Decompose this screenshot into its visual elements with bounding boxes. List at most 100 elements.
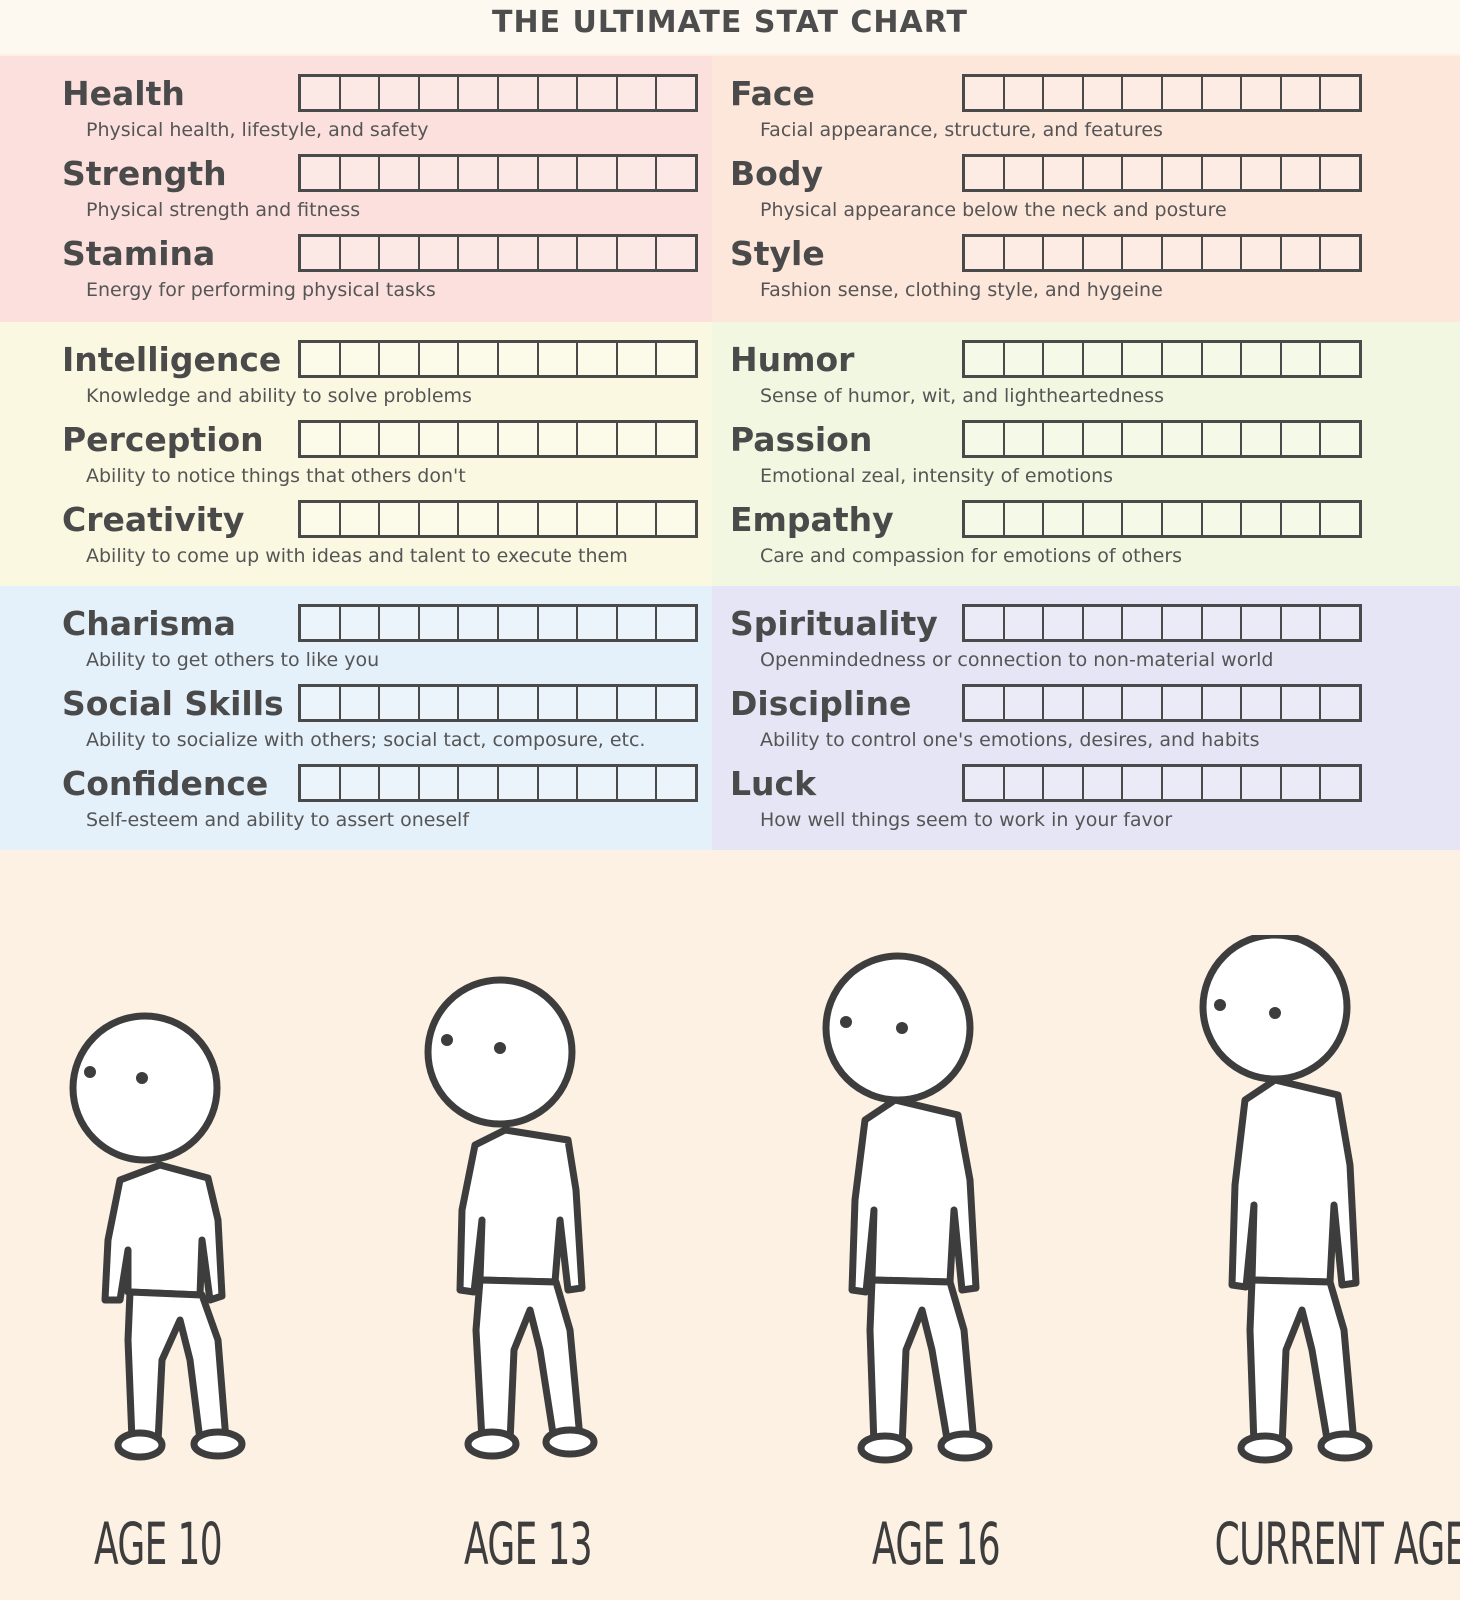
rating-box[interactable] xyxy=(1242,77,1282,109)
rating-box[interactable] xyxy=(1282,237,1322,269)
rating-box[interactable] xyxy=(1242,687,1282,719)
rating-box[interactable] xyxy=(499,687,539,719)
rating-box[interactable] xyxy=(1005,77,1045,109)
rating-box[interactable] xyxy=(1084,767,1124,799)
rating-box[interactable] xyxy=(539,503,579,535)
rating-box[interactable] xyxy=(1123,157,1163,189)
rating-box[interactable] xyxy=(1242,237,1282,269)
rating-box[interactable] xyxy=(420,237,460,269)
rating-box[interactable] xyxy=(1203,77,1243,109)
rating-box[interactable] xyxy=(965,237,1005,269)
rating-box[interactable] xyxy=(1163,423,1203,455)
rating-box[interactable] xyxy=(341,687,381,719)
rating-box[interactable] xyxy=(578,343,618,375)
rating-box[interactable] xyxy=(380,343,420,375)
rating-box[interactable] xyxy=(1321,77,1359,109)
rating-box[interactable] xyxy=(459,767,499,799)
rating-box[interactable] xyxy=(618,607,658,639)
rating-box[interactable] xyxy=(1123,77,1163,109)
rating-box[interactable] xyxy=(1203,687,1243,719)
rating-boxes[interactable] xyxy=(962,684,1362,722)
rating-boxes[interactable] xyxy=(298,234,698,272)
rating-box[interactable] xyxy=(380,503,420,535)
rating-box[interactable] xyxy=(1282,157,1322,189)
rating-box[interactable] xyxy=(1163,607,1203,639)
rating-box[interactable] xyxy=(1123,503,1163,535)
rating-box[interactable] xyxy=(657,77,695,109)
rating-box[interactable] xyxy=(1242,503,1282,535)
rating-box[interactable] xyxy=(1163,77,1203,109)
rating-box[interactable] xyxy=(618,423,658,455)
rating-boxes[interactable] xyxy=(298,340,698,378)
rating-box[interactable] xyxy=(1005,423,1045,455)
rating-box[interactable] xyxy=(578,607,618,639)
rating-box[interactable] xyxy=(341,503,381,535)
rating-box[interactable] xyxy=(618,687,658,719)
rating-box[interactable] xyxy=(618,503,658,535)
rating-box[interactable] xyxy=(499,607,539,639)
rating-box[interactable] xyxy=(1203,767,1243,799)
rating-boxes[interactable] xyxy=(962,500,1362,538)
rating-box[interactable] xyxy=(1084,503,1124,535)
rating-box[interactable] xyxy=(499,77,539,109)
rating-box[interactable] xyxy=(420,503,460,535)
rating-box[interactable] xyxy=(420,423,460,455)
rating-box[interactable] xyxy=(1282,77,1322,109)
rating-box[interactable] xyxy=(341,343,381,375)
rating-box[interactable] xyxy=(459,607,499,639)
rating-boxes[interactable] xyxy=(962,74,1362,112)
rating-box[interactable] xyxy=(965,607,1005,639)
rating-box[interactable] xyxy=(499,503,539,535)
rating-box[interactable] xyxy=(618,157,658,189)
rating-box[interactable] xyxy=(965,343,1005,375)
rating-box[interactable] xyxy=(499,343,539,375)
rating-box[interactable] xyxy=(965,157,1005,189)
rating-box[interactable] xyxy=(1203,607,1243,639)
rating-box[interactable] xyxy=(1005,343,1045,375)
rating-box[interactable] xyxy=(380,687,420,719)
rating-box[interactable] xyxy=(539,157,579,189)
rating-box[interactable] xyxy=(1123,423,1163,455)
rating-boxes[interactable] xyxy=(962,154,1362,192)
rating-box[interactable] xyxy=(1242,343,1282,375)
rating-box[interactable] xyxy=(1044,77,1084,109)
rating-box[interactable] xyxy=(341,237,381,269)
rating-box[interactable] xyxy=(1044,343,1084,375)
rating-box[interactable] xyxy=(539,237,579,269)
rating-box[interactable] xyxy=(301,77,341,109)
rating-box[interactable] xyxy=(539,77,579,109)
rating-box[interactable] xyxy=(1321,503,1359,535)
rating-box[interactable] xyxy=(341,423,381,455)
rating-box[interactable] xyxy=(380,77,420,109)
rating-box[interactable] xyxy=(1163,767,1203,799)
rating-box[interactable] xyxy=(1321,767,1359,799)
rating-box[interactable] xyxy=(380,237,420,269)
rating-box[interactable] xyxy=(1321,157,1359,189)
rating-box[interactable] xyxy=(1044,687,1084,719)
rating-box[interactable] xyxy=(1084,157,1124,189)
rating-box[interactable] xyxy=(1044,237,1084,269)
rating-box[interactable] xyxy=(1321,343,1359,375)
rating-box[interactable] xyxy=(1084,77,1124,109)
rating-box[interactable] xyxy=(341,607,381,639)
rating-box[interactable] xyxy=(539,687,579,719)
rating-box[interactable] xyxy=(1321,423,1359,455)
rating-box[interactable] xyxy=(420,767,460,799)
rating-box[interactable] xyxy=(1084,423,1124,455)
rating-boxes[interactable] xyxy=(298,764,698,802)
rating-box[interactable] xyxy=(657,687,695,719)
rating-boxes[interactable] xyxy=(298,500,698,538)
rating-box[interactable] xyxy=(380,767,420,799)
rating-boxes[interactable] xyxy=(298,604,698,642)
rating-box[interactable] xyxy=(657,157,695,189)
rating-box[interactable] xyxy=(459,423,499,455)
rating-box[interactable] xyxy=(459,157,499,189)
rating-box[interactable] xyxy=(1005,687,1045,719)
rating-box[interactable] xyxy=(1282,607,1322,639)
rating-box[interactable] xyxy=(380,423,420,455)
rating-box[interactable] xyxy=(420,607,460,639)
rating-box[interactable] xyxy=(301,157,341,189)
rating-boxes[interactable] xyxy=(298,154,698,192)
rating-box[interactable] xyxy=(618,343,658,375)
rating-box[interactable] xyxy=(1084,687,1124,719)
